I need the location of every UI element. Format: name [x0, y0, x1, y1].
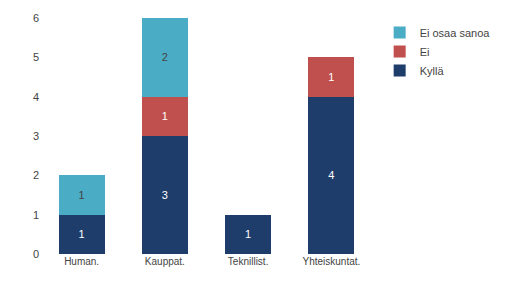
- svg-text:2: 2: [33, 169, 39, 181]
- svg-text:Teknillist.: Teknillist.: [228, 256, 269, 267]
- svg-text:2: 2: [162, 51, 168, 63]
- svg-text:5: 5: [33, 51, 39, 63]
- svg-text:1: 1: [79, 228, 85, 240]
- svg-text:1: 1: [162, 110, 168, 122]
- svg-text:Ei: Ei: [420, 46, 430, 58]
- svg-text:1: 1: [245, 228, 251, 240]
- svg-text:1: 1: [33, 209, 39, 221]
- svg-text:0: 0: [33, 248, 39, 260]
- svg-text:3: 3: [162, 189, 168, 201]
- svg-text:4: 4: [328, 169, 334, 181]
- svg-text:1: 1: [79, 189, 85, 201]
- svg-text:Yhteiskuntat.: Yhteiskuntat.: [302, 256, 360, 267]
- svg-text:4: 4: [33, 91, 39, 103]
- svg-text:Human.: Human.: [64, 256, 99, 267]
- svg-text:6: 6: [33, 12, 39, 24]
- svg-text:Ei osaa sanoa: Ei osaa sanoa: [420, 27, 491, 39]
- svg-text:1: 1: [328, 71, 334, 83]
- svg-text:3: 3: [33, 130, 39, 142]
- svg-text:Kyllä: Kyllä: [420, 65, 445, 77]
- svg-text:Kauppat.: Kauppat.: [145, 256, 185, 267]
